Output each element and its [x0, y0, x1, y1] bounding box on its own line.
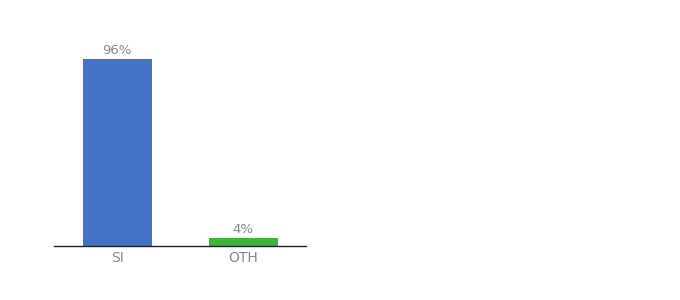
Text: 4%: 4% — [233, 223, 254, 236]
Text: 96%: 96% — [103, 44, 132, 57]
Bar — [83, 59, 152, 246]
Bar — [209, 238, 277, 246]
